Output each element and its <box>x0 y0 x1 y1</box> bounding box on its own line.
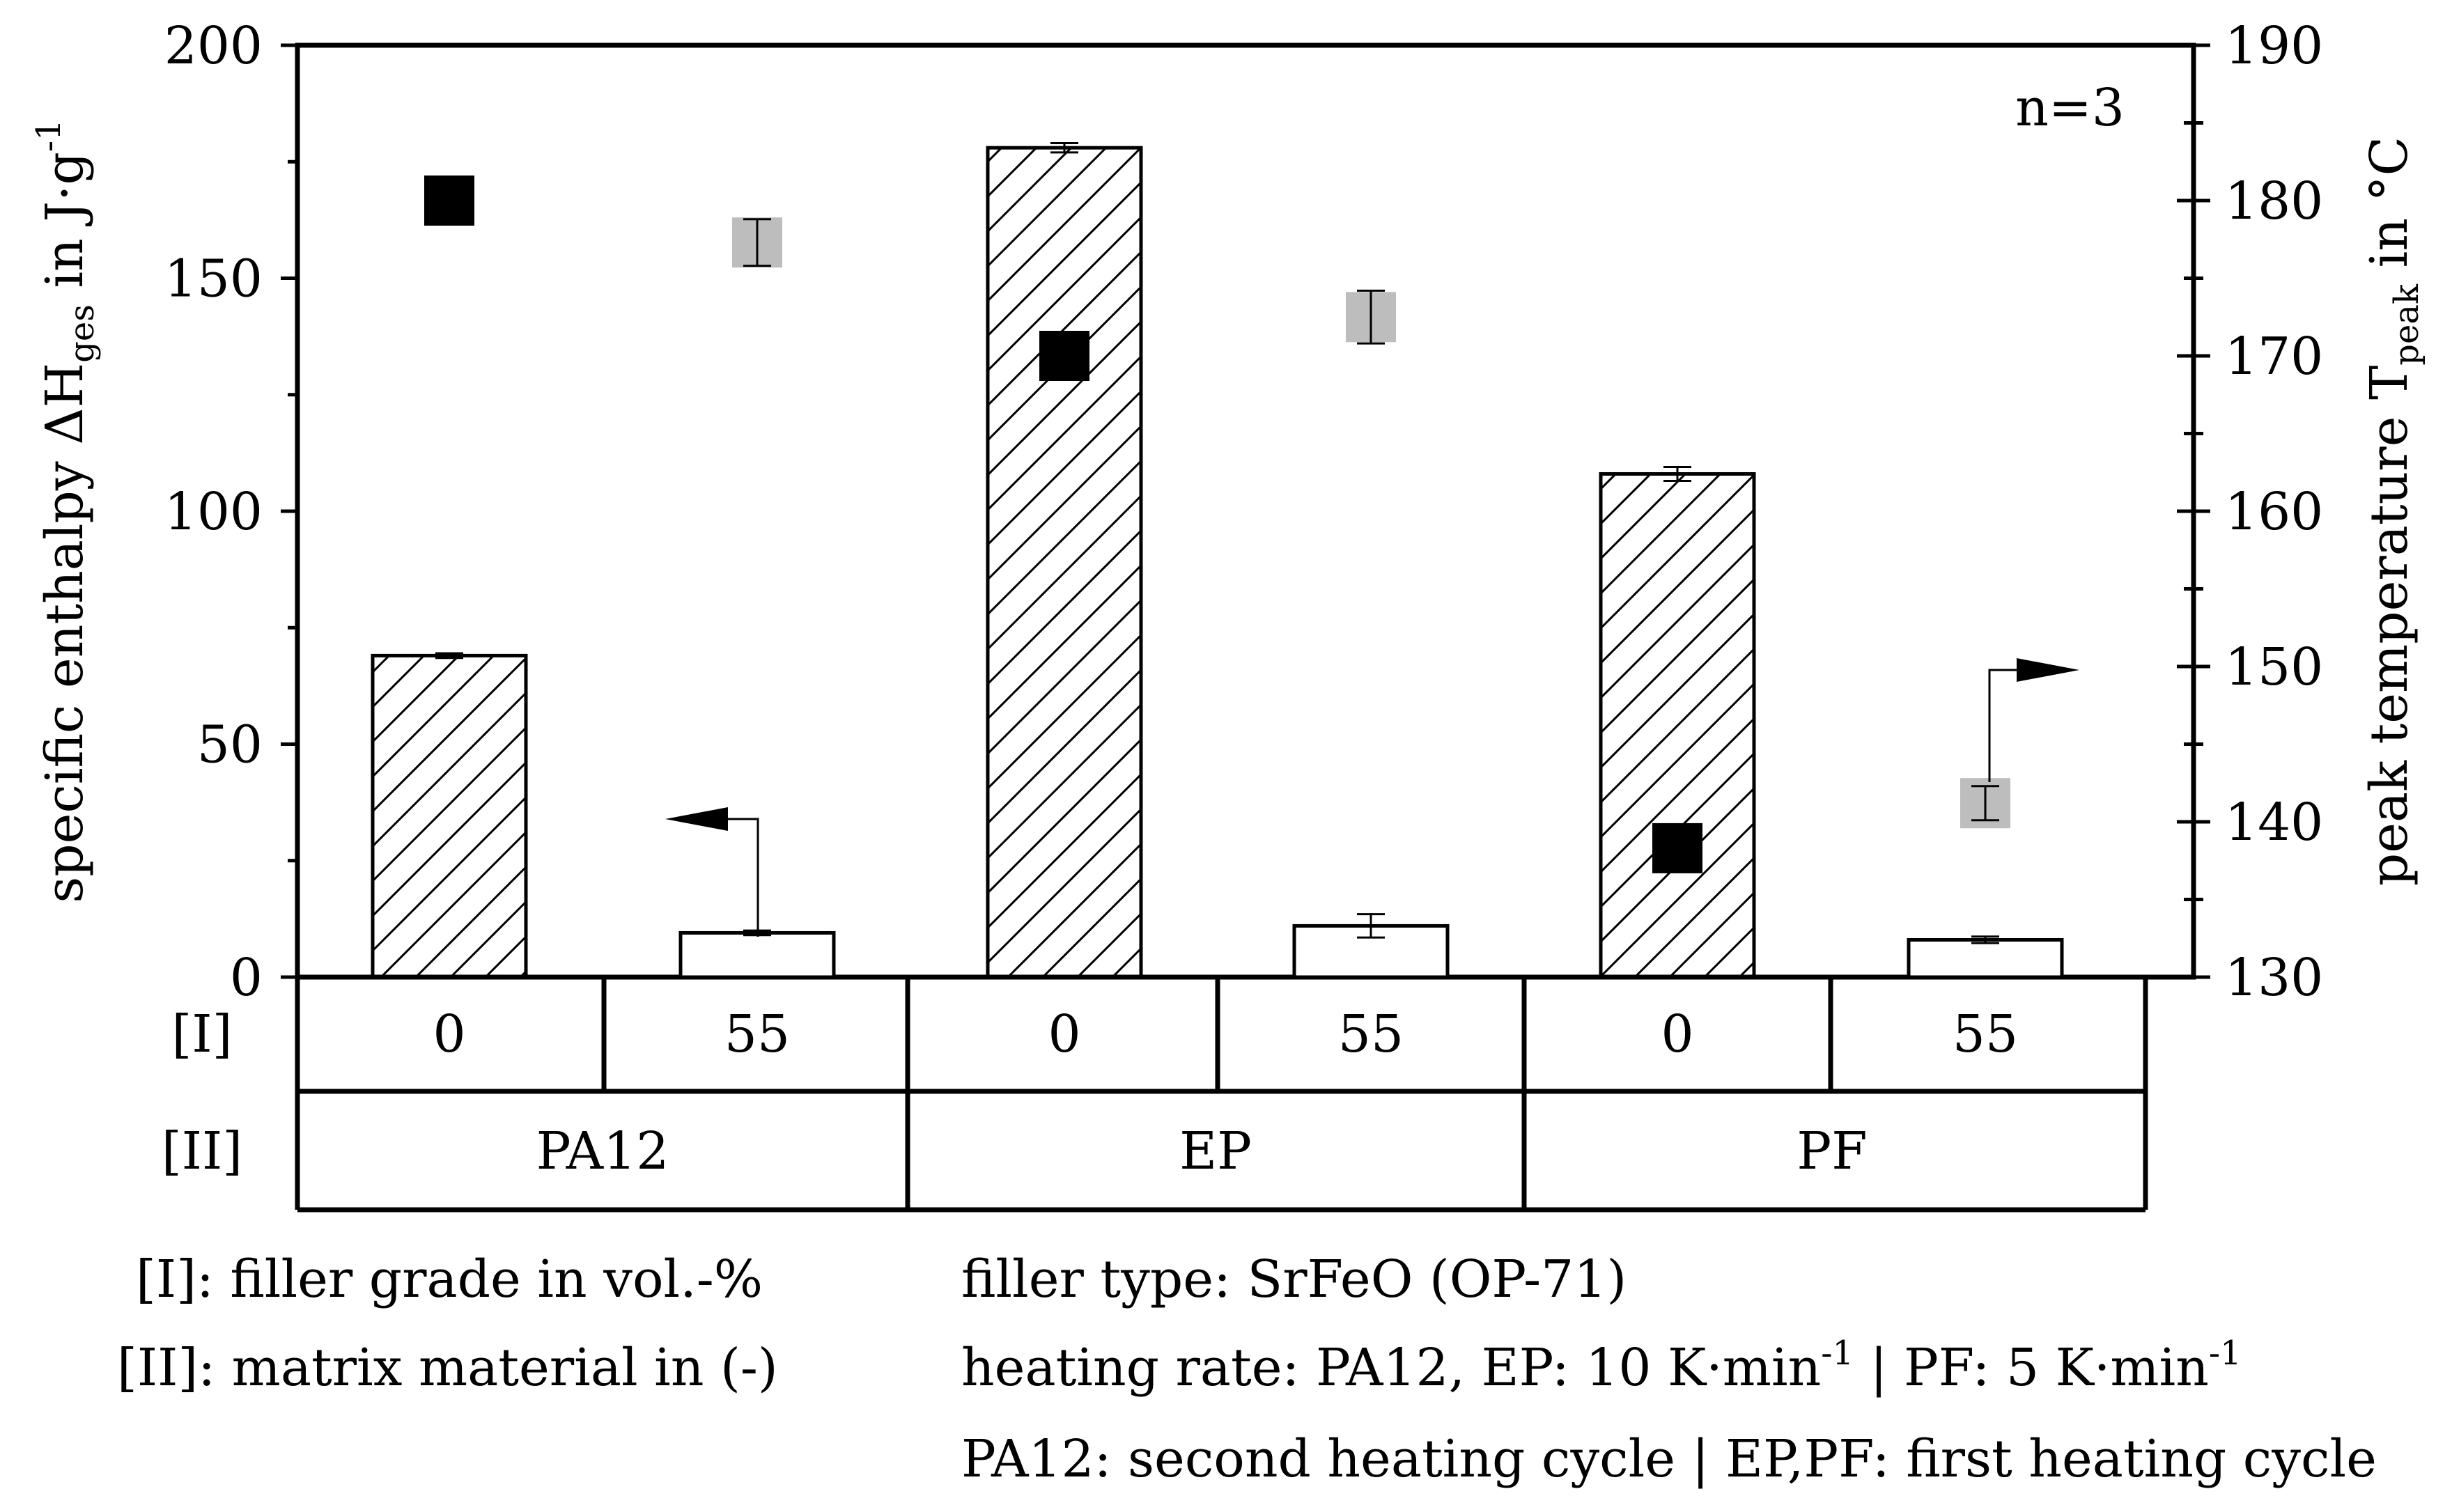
bar <box>371 653 528 979</box>
sample-count-annotation: n=3 <box>2015 78 2125 138</box>
right-tick-label: 160 <box>2225 482 2323 542</box>
category-table <box>295 977 2148 1213</box>
filler-grade-label: 0 <box>433 1004 465 1064</box>
note-filler-grade: [I]: filler grade in vol.-% <box>136 1249 763 1309</box>
right-axis-arrow <box>1988 658 2079 782</box>
left-axis-title: specific enthalpy ΔHges in J·g-1 <box>29 119 102 903</box>
left-axis-ticks: 0 50 100 150 200 <box>164 16 297 1008</box>
note-heating-rate: heating rate: PA12, EP: 10 K·min-1 | PF:… <box>961 1334 2242 1398</box>
filler-grade-labels: 0 55 0 55 0 55 <box>433 1004 2018 1064</box>
right-axis-title: peak temperature Tpeak in °C <box>2359 137 2426 886</box>
right-tick-label: 150 <box>2225 637 2323 697</box>
right-tick-label: 130 <box>2225 948 2323 1008</box>
bar <box>986 146 1143 979</box>
right-tick-label: 180 <box>2225 171 2323 231</box>
right-tick-label: 190 <box>2225 16 2323 76</box>
bars <box>371 141 2064 979</box>
filler-grade-label: 0 <box>1661 1004 1693 1064</box>
right-axis-ticks: 130 140 150 160 170 180 190 <box>2177 16 2323 1008</box>
bar <box>678 930 836 979</box>
note-matrix-material: [II]: matrix material in (-) <box>117 1338 778 1398</box>
left-tick-label: 150 <box>164 249 263 309</box>
bar <box>1907 937 2064 979</box>
filler-grade-label: 55 <box>1338 1004 1404 1064</box>
row-label-filler: [I] <box>172 1004 233 1064</box>
filler-grade-label: 55 <box>1953 1004 2018 1064</box>
left-tick-label: 100 <box>164 482 263 542</box>
peak-marker <box>424 176 474 226</box>
left-tick-label: 50 <box>197 715 263 775</box>
matrix-label-pf: PF <box>1797 1121 1867 1181</box>
filler-grade-label: 55 <box>724 1004 790 1064</box>
left-tick-label: 0 <box>230 948 263 1008</box>
left-axis-arrow <box>665 807 759 937</box>
right-tick-label: 140 <box>2225 793 2323 852</box>
matrix-label-pa12: PA12 <box>536 1121 669 1181</box>
plot-frame <box>295 42 2196 980</box>
filler-grade-label: 0 <box>1048 1004 1080 1064</box>
note-filler-type: filler type: SrFeO (OP-71) <box>961 1249 1627 1309</box>
bar <box>1599 471 1756 979</box>
left-tick-label: 200 <box>164 16 263 76</box>
note-heating-cycle: PA12: second heating cycle | EP,PF: firs… <box>961 1429 2377 1489</box>
matrix-label-ep: EP <box>1179 1121 1252 1181</box>
peak-temperature-markers <box>424 176 2010 873</box>
peak-marker <box>1039 331 1089 381</box>
row-label-matrix: [II] <box>162 1121 242 1181</box>
peak-marker <box>1652 823 1702 873</box>
right-tick-label: 170 <box>2225 327 2323 387</box>
